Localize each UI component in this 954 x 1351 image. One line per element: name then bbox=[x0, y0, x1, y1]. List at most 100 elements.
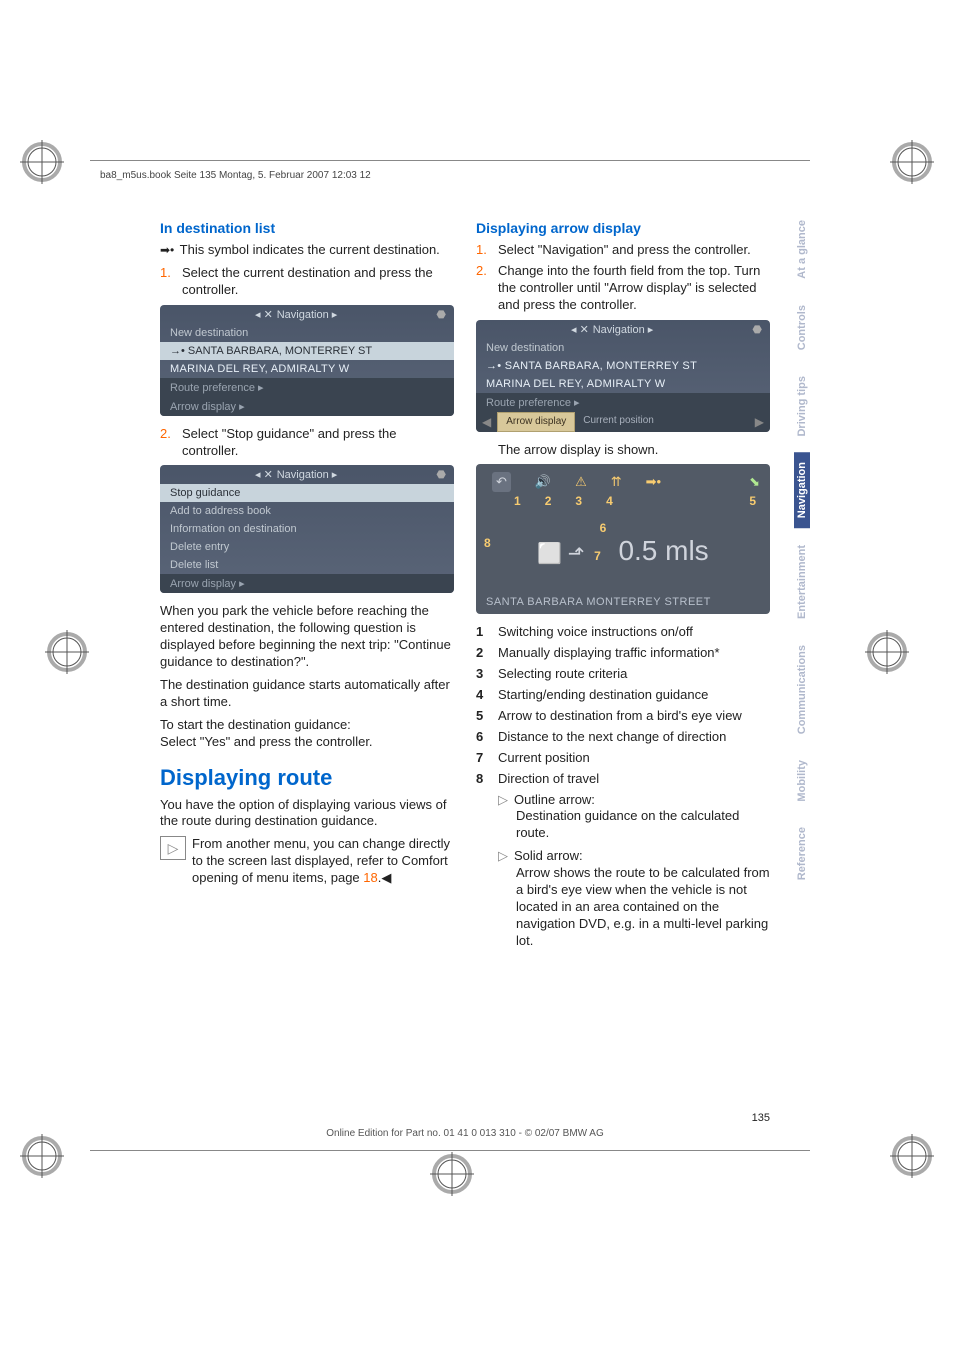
menu-item: Delete entry bbox=[160, 538, 454, 556]
footer: 135 Online Edition for Part no. 01 41 0 … bbox=[160, 1112, 770, 1139]
page-number: 135 bbox=[160, 1112, 770, 1124]
paragraph: When you park the vehicle before reachin… bbox=[160, 603, 454, 671]
legend-text: Current position bbox=[498, 750, 590, 767]
legend-num: 5 bbox=[476, 708, 498, 725]
destination-arrow-icon: ➡• bbox=[160, 243, 174, 259]
step-number: 1. bbox=[160, 265, 182, 299]
screen-title: ◂ ✕Navigation ▸⬣ bbox=[160, 305, 454, 324]
crop-mark-icon bbox=[430, 1152, 474, 1199]
paragraph: You have the option of displaying variou… bbox=[160, 797, 454, 831]
legend-number: 7 bbox=[594, 549, 601, 563]
menu-item: Arrow display ▸ bbox=[160, 397, 454, 416]
corner-icon: ⬣ bbox=[752, 323, 762, 336]
legend-num: 7 bbox=[476, 750, 498, 767]
legend-item: 5Arrow to destination from a bird's eye … bbox=[476, 708, 770, 725]
menu-item: Arrow display ▸ bbox=[160, 574, 454, 593]
street-name: SANTA BARBARA MONTERREY STREET bbox=[486, 596, 711, 608]
legend-number: 2 bbox=[545, 494, 552, 508]
menu-item: Route preference ▸ bbox=[160, 378, 454, 397]
list-item: 2.Select "Stop guidance" and press the c… bbox=[160, 426, 454, 460]
direction-arrow-icon: ⬜ ⬏ bbox=[537, 543, 584, 565]
title-text: Navigation bbox=[593, 324, 645, 336]
text: Destination guidance on the calculated r… bbox=[516, 808, 770, 842]
legend-num: 8 bbox=[476, 771, 498, 788]
menu-item: New destination bbox=[160, 324, 454, 342]
note-text: From another menu, you can change direct… bbox=[192, 836, 454, 887]
crop-mark-icon bbox=[45, 630, 89, 677]
menu-item-selected: Stop guidance bbox=[160, 484, 454, 502]
legend-item: 8Direction of travel bbox=[476, 771, 770, 788]
legend-num: 3 bbox=[476, 666, 498, 683]
menu-item-selected: →• SANTA BARBARA, MONTERREY ST bbox=[160, 342, 454, 360]
legend-text: Distance to the next change of direction bbox=[498, 729, 726, 746]
side-tab-reference: Reference bbox=[794, 817, 810, 890]
page: ba8_m5us.book Seite 135 Montag, 5. Febru… bbox=[0, 0, 954, 1351]
step-number: 2. bbox=[476, 263, 498, 314]
destination-icon: ➡• bbox=[646, 474, 661, 490]
note-triangle-icon: ▷ bbox=[160, 836, 186, 860]
sound-icon: 🔊 bbox=[535, 474, 551, 490]
satellite-icon: ◂ ✕ bbox=[571, 323, 589, 336]
legend-text: Direction of travel bbox=[498, 771, 599, 788]
side-tabs: At a glance Controls Driving tips Naviga… bbox=[794, 210, 814, 897]
text: From another menu, you can change direct… bbox=[192, 836, 450, 885]
menu-item: Delete list bbox=[160, 556, 454, 574]
menu-item: →• SANTA BARBARA, MONTERREY ST bbox=[476, 357, 770, 375]
menu-item: MARINA DEL REY, ADMIRALTY W bbox=[476, 375, 770, 393]
paragraph: ▷Solid arrow:Arrow shows the route to be… bbox=[498, 848, 770, 949]
legend-number: 3 bbox=[575, 494, 582, 508]
paragraph: ➡• This symbol indicates the current des… bbox=[160, 242, 454, 259]
right-column: Displaying arrow display 1.Select "Navig… bbox=[476, 220, 770, 956]
step-text: Select "Stop guidance" and press the con… bbox=[182, 426, 454, 460]
step-number: 1. bbox=[476, 242, 498, 259]
side-tab-driving-tips: Driving tips bbox=[794, 366, 810, 447]
text: Arrow shows the route to be calculated f… bbox=[516, 865, 770, 949]
legend-number: 5 bbox=[749, 494, 760, 508]
text: To start the destination guidance: bbox=[160, 717, 351, 732]
paragraph: The destination guidance starts automati… bbox=[160, 677, 454, 711]
legend-number: 8 bbox=[484, 536, 491, 550]
step-list: 2.Select "Stop guidance" and press the c… bbox=[160, 426, 454, 460]
section-heading: In destination list bbox=[160, 220, 454, 236]
step-text: Select "Navigation" and press the contro… bbox=[498, 242, 751, 259]
legend-text: Selecting route criteria bbox=[498, 666, 627, 683]
side-tab-navigation: Navigation bbox=[794, 452, 810, 528]
legend-num: 4 bbox=[476, 687, 498, 704]
route-icon: ⇈ bbox=[611, 474, 622, 490]
legend-text: Starting/ending destination guidance bbox=[498, 687, 708, 704]
text: .◀ bbox=[378, 870, 392, 885]
legend-text: Arrow to destination from a bird's eye v… bbox=[498, 708, 742, 725]
step-number: 2. bbox=[160, 426, 182, 460]
crop-mark-icon bbox=[865, 630, 909, 677]
step-list: 1.Select "Navigation" and press the cont… bbox=[476, 242, 770, 314]
legend-num: 2 bbox=[476, 645, 498, 662]
back-icon: ↶ bbox=[492, 472, 511, 492]
side-tab-communications: Communications bbox=[794, 635, 810, 744]
screenshot-arrow-display: ↶ 🔊 ⚠ ⇈ ➡• ⬊ 1 2 3 4 5 8 6 ⬜ ⬏ bbox=[476, 464, 770, 614]
screenshot-nav-2: ◂ ✕Navigation ▸⬣ Stop guidance Add to ad… bbox=[160, 465, 454, 593]
left-column: In destination list ➡• This symbol indic… bbox=[160, 220, 454, 956]
triangle-bullet-icon: ▷ bbox=[498, 848, 508, 863]
triangle-bullet-icon: ▷ bbox=[498, 792, 508, 807]
side-tab-at-a-glance: At a glance bbox=[794, 210, 810, 289]
menu-item: Add to address book bbox=[160, 502, 454, 520]
distance-value: 0.5 mls bbox=[618, 535, 708, 567]
legend-number: 4 bbox=[606, 494, 613, 508]
text: Outline arrow: bbox=[514, 792, 595, 807]
legend-num: 6 bbox=[476, 729, 498, 746]
step-text: Change into the fourth field from the to… bbox=[498, 263, 770, 314]
satellite-icon: ◂ ✕ bbox=[255, 308, 273, 321]
list-item: 1.Select the current destination and pre… bbox=[160, 265, 454, 299]
book-stamp: ba8_m5us.book Seite 135 Montag, 5. Febru… bbox=[100, 170, 371, 181]
legend-item: 2Manually displaying traffic information… bbox=[476, 645, 770, 662]
step-list: 1.Select the current destination and pre… bbox=[160, 265, 454, 299]
page-ref: 18 bbox=[363, 870, 377, 885]
icon-row: ↶ 🔊 ⚠ ⇈ ➡• ⬊ bbox=[486, 472, 760, 492]
note-block: ▷ From another menu, you can change dire… bbox=[160, 836, 454, 887]
crop-mark-icon bbox=[890, 140, 934, 187]
legend-num: 1 bbox=[476, 624, 498, 641]
title-text: Navigation bbox=[277, 309, 329, 321]
sub-item: ▷ Outline arrow:Destination guidance on t… bbox=[476, 792, 770, 950]
paragraph: To start the destination guidance:Select… bbox=[160, 717, 454, 751]
side-tab-controls: Controls bbox=[794, 295, 810, 360]
